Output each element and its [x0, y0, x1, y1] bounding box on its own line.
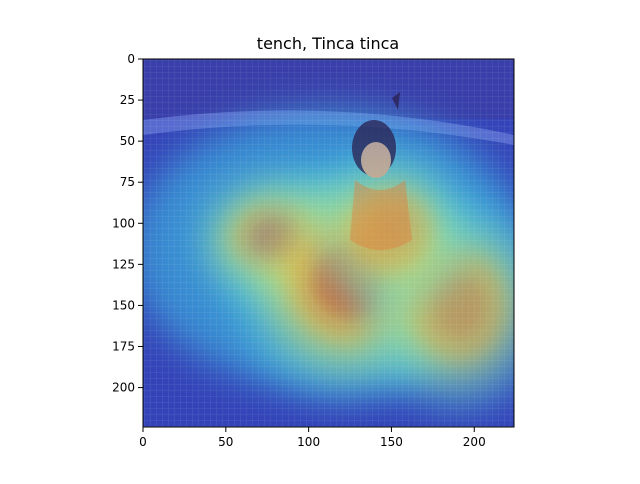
plot-frame — [142, 58, 515, 428]
tile-texture — [143, 59, 514, 427]
y-tick-label: 150 — [112, 298, 135, 312]
y-tick-label: 25 — [120, 93, 135, 107]
x-axis: 0 50 100 150 200 — [139, 427, 486, 449]
person-figure — [350, 92, 412, 250]
x-tick-label: 150 — [380, 435, 403, 449]
x-tick-label: 50 — [218, 435, 233, 449]
x-tick-label: 0 — [139, 435, 147, 449]
y-tick-label: 200 — [112, 381, 135, 395]
y-tick-label: 125 — [112, 257, 135, 271]
y-tick-label: 75 — [120, 175, 135, 189]
y-tick-label: 50 — [120, 134, 135, 148]
x-tick-label: 100 — [297, 435, 320, 449]
plot-area — [143, 59, 514, 427]
chart-title: tench, Tinca tinca — [257, 34, 399, 53]
y-tick-label: 0 — [127, 52, 135, 66]
y-axis: 0 25 50 75 100 125 150 175 200 — [112, 52, 143, 395]
x-tick-label: 200 — [463, 435, 486, 449]
y-tick-label: 175 — [112, 340, 135, 354]
y-tick-label: 100 — [112, 216, 135, 230]
